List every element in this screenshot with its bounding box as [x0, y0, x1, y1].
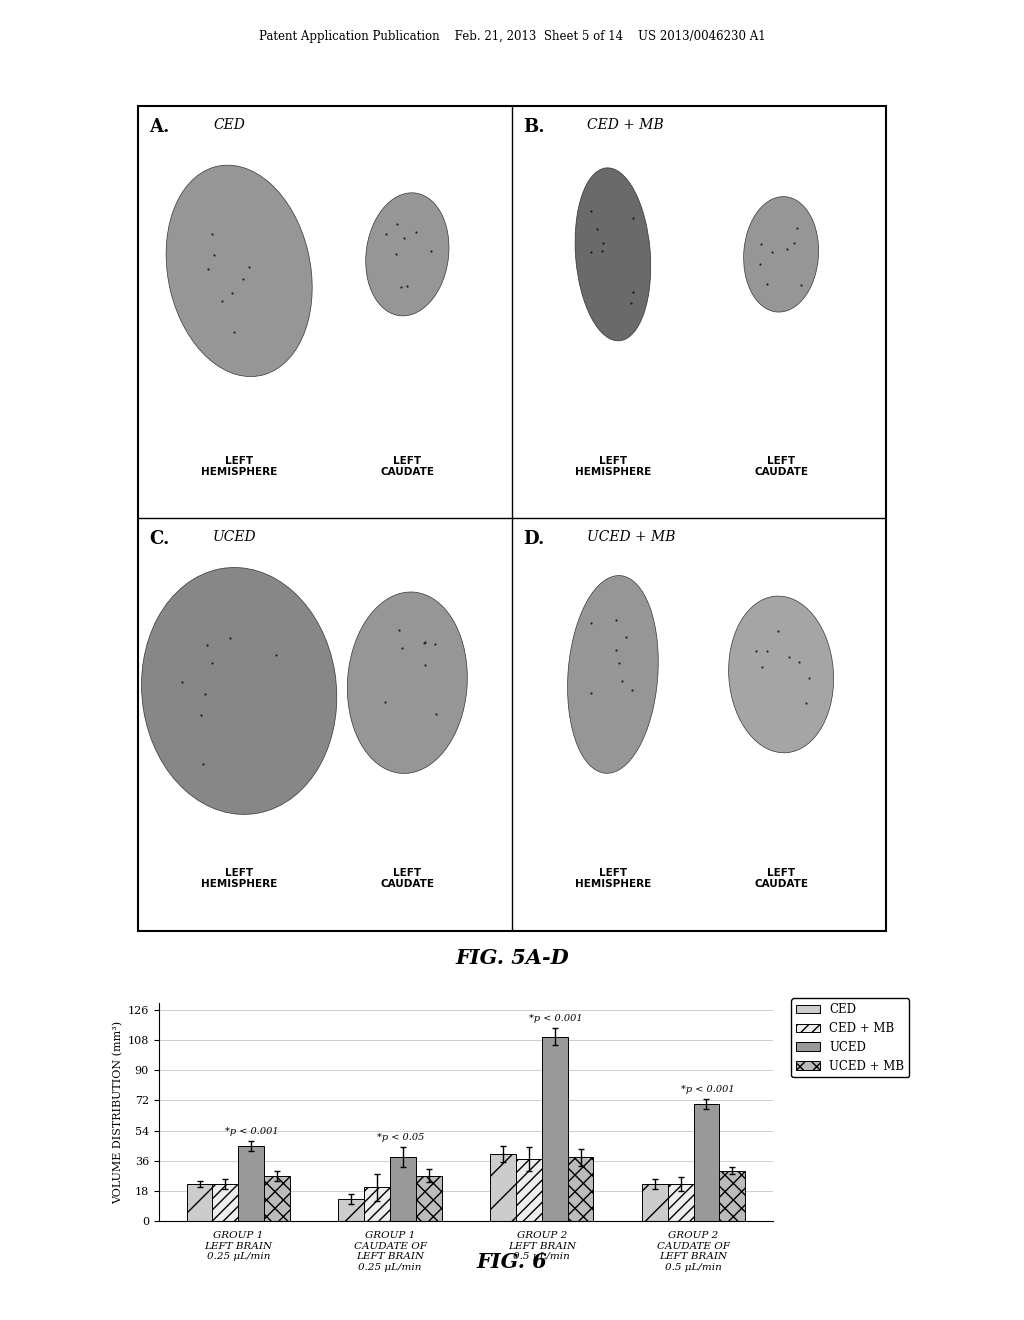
Ellipse shape — [166, 165, 312, 376]
Bar — [212, 1184, 239, 1221]
Text: FIG. 5A-D: FIG. 5A-D — [455, 948, 569, 969]
Legend: CED, CED + MB, UCED, UCED + MB: CED, CED + MB, UCED, UCED + MB — [792, 998, 909, 1077]
Text: *p < 0.001: *p < 0.001 — [225, 1126, 279, 1135]
Bar — [642, 1184, 668, 1221]
Bar — [693, 1104, 720, 1221]
Bar — [490, 1154, 516, 1221]
Text: B.: B. — [523, 117, 545, 136]
Bar — [365, 1188, 390, 1221]
Y-axis label: VOLUME DISTRIBUTION (mm³): VOLUME DISTRIBUTION (mm³) — [113, 1020, 124, 1204]
Bar — [264, 1176, 290, 1221]
Text: LEFT
CAUDATE: LEFT CAUDATE — [754, 455, 808, 478]
Bar — [516, 1159, 542, 1221]
Text: *p < 0.05: *p < 0.05 — [377, 1134, 425, 1142]
Bar — [416, 1176, 441, 1221]
Text: LEFT
HEMISPHERE: LEFT HEMISPHERE — [201, 867, 278, 890]
Bar — [668, 1184, 693, 1221]
Text: LEFT
CAUDATE: LEFT CAUDATE — [380, 455, 434, 478]
Text: C.: C. — [150, 529, 170, 548]
Ellipse shape — [575, 168, 651, 341]
Text: LEFT
HEMISPHERE: LEFT HEMISPHERE — [574, 867, 651, 890]
Text: *p < 0.001: *p < 0.001 — [681, 1085, 734, 1094]
Text: LEFT
CAUDATE: LEFT CAUDATE — [754, 867, 808, 890]
Text: LEFT
HEMISPHERE: LEFT HEMISPHERE — [201, 455, 278, 478]
Text: D.: D. — [523, 529, 545, 548]
Bar — [720, 1171, 745, 1221]
Text: *p < 0.001: *p < 0.001 — [529, 1014, 583, 1023]
Text: UCED + MB: UCED + MB — [587, 529, 675, 544]
Text: LEFT
CAUDATE: LEFT CAUDATE — [380, 867, 434, 890]
Bar — [390, 1158, 416, 1221]
Bar — [338, 1199, 365, 1221]
Ellipse shape — [347, 591, 467, 774]
Text: A.: A. — [150, 117, 170, 136]
Ellipse shape — [729, 597, 834, 752]
Bar — [542, 1036, 567, 1221]
Text: CED: CED — [213, 117, 245, 132]
Bar — [567, 1158, 594, 1221]
Bar — [239, 1146, 264, 1221]
Text: UCED: UCED — [213, 529, 257, 544]
Text: Patent Application Publication    Feb. 21, 2013  Sheet 5 of 14    US 2013/004623: Patent Application Publication Feb. 21, … — [259, 30, 765, 42]
Bar — [186, 1184, 212, 1221]
Text: LEFT
HEMISPHERE: LEFT HEMISPHERE — [574, 455, 651, 478]
Ellipse shape — [366, 193, 449, 315]
Ellipse shape — [743, 197, 818, 312]
Ellipse shape — [141, 568, 337, 814]
Text: FIG. 6: FIG. 6 — [476, 1251, 548, 1272]
Text: CED + MB: CED + MB — [587, 117, 664, 132]
Ellipse shape — [567, 576, 658, 774]
